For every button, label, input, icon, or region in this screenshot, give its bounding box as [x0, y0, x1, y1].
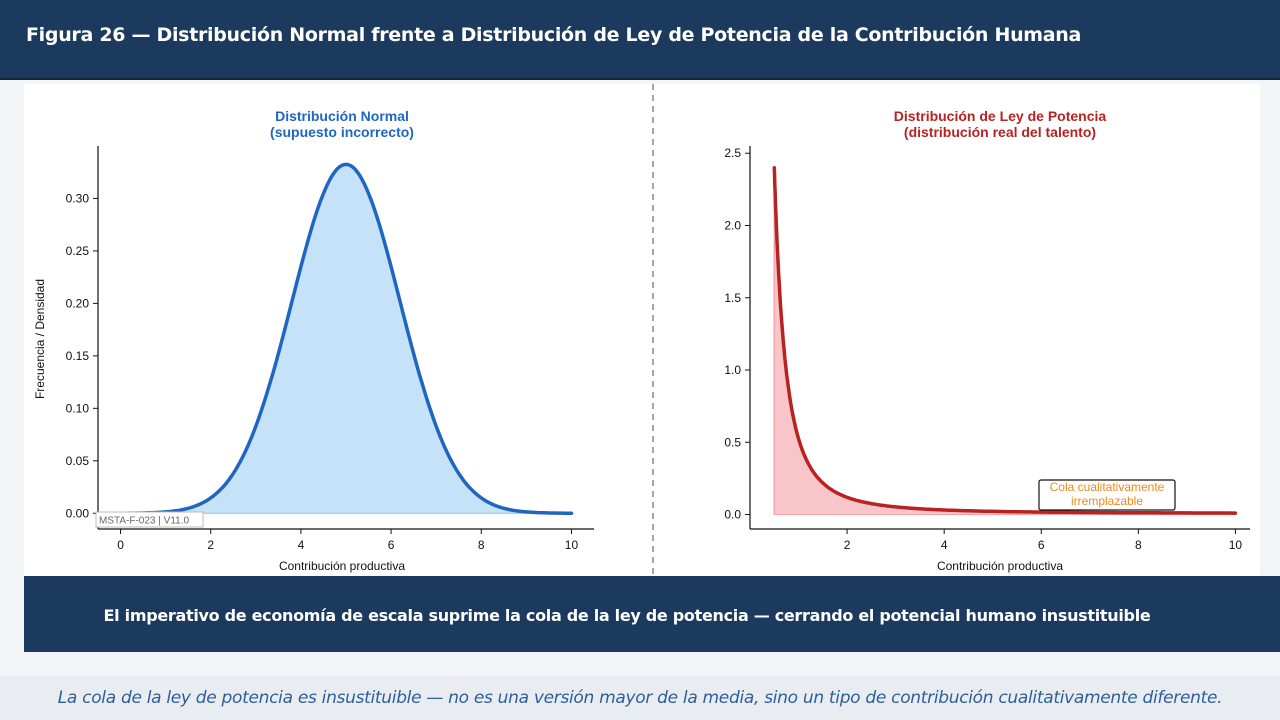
- power-y-tick-label: 0.5: [724, 435, 741, 449]
- conclusion-banner: El imperativo de economía de escala supr…: [24, 576, 1280, 652]
- power-x-tick-label: 2: [844, 538, 851, 552]
- figure-header: Figura 26 — Distribución Normal frente a…: [0, 0, 1280, 80]
- normal-distribution-chart: Distribución Normal (supuesto incorrecto…: [33, 108, 594, 573]
- normal-y-tick-label: 0.20: [66, 296, 90, 310]
- conclusion-text: El imperativo de economía de escala supr…: [103, 606, 1151, 625]
- normal-x-tick-label: 0: [117, 538, 124, 552]
- normal-plot-area: [118, 162, 574, 515]
- normal-y-axis-label: Frecuencia / Densidad: [33, 279, 47, 399]
- watermark: MSTA-F-023 | V11.0: [95, 511, 204, 528]
- power-axes: 2 4 6 8 10 0.0 0.5 1.0 1.5 2.0 2.5: [724, 146, 1250, 552]
- normal-y-tick-label: 0.05: [66, 454, 90, 468]
- power-x-tick-label: 6: [1038, 538, 1045, 552]
- normal-x-axis-label: Contribución productiva: [279, 559, 405, 573]
- tail-annotation: Cola cualitativamente irremplazable: [1038, 479, 1176, 511]
- power-y-tick-label: 0.0: [724, 508, 741, 522]
- figure-caption: La cola de la ley de potencia es insusti…: [0, 676, 1280, 720]
- tail-annotation-box: [1038, 479, 1176, 511]
- power-chart-title-line-2: (distribución real del talento): [904, 124, 1096, 140]
- normal-y-tick-label: 0.30: [66, 191, 90, 205]
- normal-area-fill: [120, 164, 572, 514]
- normal-y-tick-label: 0.25: [66, 244, 90, 258]
- watermark-text: MSTA-F-023 | V11.0: [99, 516, 189, 527]
- power-chart-title-line-1: Distribución de Ley de Potencia: [894, 108, 1107, 124]
- normal-chart-title-line-2: (supuesto incorrecto): [270, 124, 414, 140]
- figure-title: Figura 26 — Distribución Normal frente a…: [26, 24, 1082, 46]
- figure-area: Distribución Normal (supuesto incorrecto…: [24, 84, 1260, 578]
- normal-x-tick-label: 10: [565, 538, 579, 552]
- power-y-tick-label: 2.0: [724, 218, 741, 232]
- power-law-chart: Distribución de Ley de Potencia (distrib…: [724, 108, 1250, 573]
- normal-axes: 0 2 4 6 8 10 0.00 0.05 0.10 0.15 0.20 0.25 0.30: [66, 146, 594, 552]
- normal-x-tick-label: 6: [388, 538, 395, 552]
- tail-annotation-line-1: Cola cualitativamente: [1050, 480, 1165, 494]
- normal-y-tick-label: 0.00: [66, 506, 90, 520]
- power-y-tick-label: 1.5: [724, 291, 741, 305]
- power-plot-area: [772, 165, 1238, 516]
- normal-x-tick-label: 2: [207, 538, 214, 552]
- normal-chart-title-line-1: Distribución Normal: [275, 108, 409, 124]
- normal-y-tick-label: 0.10: [66, 401, 90, 415]
- power-series-line: [772, 165, 1238, 515]
- normal-x-tick-label: 4: [298, 538, 305, 552]
- caption-text: La cola de la ley de potencia es insusti…: [57, 688, 1223, 708]
- normal-series-line: [118, 162, 574, 515]
- tail-annotation-line-2: irremplazable: [1071, 494, 1143, 508]
- power-x-tick-label: 10: [1229, 538, 1243, 552]
- power-x-axis-label: Contribución productiva: [937, 559, 1063, 573]
- normal-x-tick-label: 8: [478, 538, 485, 552]
- normal-y-tick-label: 0.15: [66, 349, 90, 363]
- power-y-tick-label: 2.5: [724, 146, 741, 160]
- power-area-fill: [774, 167, 1236, 515]
- charts-svg: Distribución Normal (supuesto incorrecto…: [33, 84, 1250, 578]
- power-y-tick-label: 1.0: [724, 363, 741, 377]
- power-x-tick-label: 8: [1135, 538, 1142, 552]
- power-x-tick-label: 4: [941, 538, 948, 552]
